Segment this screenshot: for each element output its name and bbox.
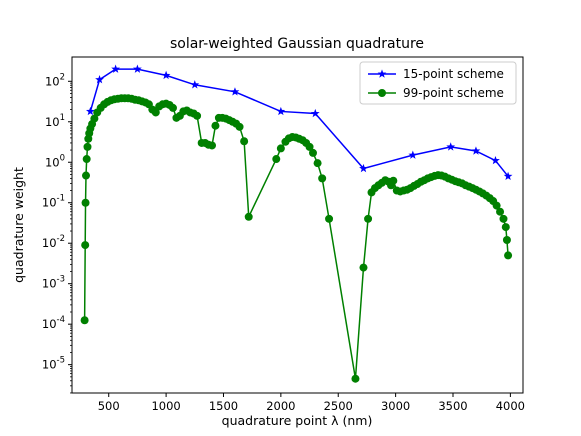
data-point-star — [446, 142, 456, 151]
data-point-circle — [168, 103, 177, 112]
y-tick-label: 100 — [45, 153, 65, 169]
data-point-circle — [389, 176, 398, 185]
y-tick-label: 10-5 — [42, 356, 65, 372]
x-tick-label: 2000 — [266, 399, 295, 413]
data-point-circle — [499, 214, 508, 223]
data-point-circle — [359, 263, 368, 272]
series-layer — [80, 64, 513, 383]
data-point-star — [111, 64, 120, 73]
y-tick-label: 10-3 — [42, 275, 65, 291]
data-point-circle — [496, 207, 505, 216]
y-tick-label: 101 — [45, 113, 65, 129]
data-point-circle — [208, 141, 217, 150]
y-axis-label: quadrature weight — [11, 167, 26, 283]
data-point-star — [310, 108, 320, 118]
y-tick-label: 10-4 — [42, 315, 65, 331]
data-point-circle — [82, 171, 91, 180]
y-tick-label: 102 — [45, 72, 65, 88]
x-tick-label: 4000 — [496, 399, 525, 413]
data-point-star — [85, 106, 95, 116]
data-point-star — [230, 87, 240, 96]
data-point-star — [95, 75, 104, 84]
x-tick-label: 3000 — [381, 399, 410, 413]
data-point-circle — [83, 142, 92, 151]
legend-label-99-point: 99-point scheme — [403, 86, 504, 100]
legend-marker-star — [377, 69, 387, 78]
data-point-circle — [90, 114, 99, 123]
data-point-star — [408, 150, 418, 159]
data-point-circle — [318, 174, 327, 183]
data-point-circle — [504, 251, 513, 260]
data-point-star — [503, 171, 513, 181]
data-point-star — [276, 106, 286, 116]
y-tick-label: 10-2 — [42, 234, 65, 250]
data-point-circle — [80, 316, 89, 325]
x-axis-label: quadrature point λ (nm) — [222, 413, 373, 428]
data-point-circle — [151, 108, 160, 117]
data-point-circle — [313, 159, 322, 168]
data-point-circle — [193, 111, 202, 120]
data-point-circle — [276, 144, 285, 153]
data-point-circle — [244, 212, 253, 221]
data-point-circle — [235, 122, 244, 131]
y-tick-label: 10-1 — [42, 194, 65, 210]
data-point-star — [133, 64, 142, 73]
data-point-circle — [351, 374, 360, 383]
x-tick-label: 3500 — [438, 399, 467, 413]
data-point-star — [161, 70, 171, 80]
data-point-circle — [211, 121, 220, 130]
data-point-star — [471, 146, 481, 155]
legend-box — [359, 61, 517, 105]
data-point-star — [359, 163, 368, 173]
data-point-circle — [272, 155, 281, 164]
data-point-circle — [82, 155, 91, 164]
x-axis-ticks: 500 1000 1500 2000 2500 3000 3500 4000 — [98, 393, 525, 413]
plot-area-frame — [71, 56, 524, 394]
legend-marker-circle — [378, 89, 386, 97]
data-point-circle — [81, 198, 90, 207]
data-point-circle — [501, 223, 510, 232]
data-point-circle — [492, 201, 501, 210]
data-point-star — [190, 80, 200, 89]
data-point-star — [491, 155, 500, 165]
chart-title: solar-weighted Gaussian quadrature — [170, 36, 424, 52]
data-point-circle — [325, 214, 334, 223]
y-axis-ticks: 102 101 100 10-1 10-2 10-3 10-4 10-5 — [42, 72, 72, 394]
x-tick-label: 1000 — [151, 399, 180, 413]
data-point-circle — [81, 241, 90, 250]
x-tick-label: 500 — [98, 399, 120, 413]
legend-label-15-point: 15-point scheme — [403, 67, 504, 81]
data-point-circle — [308, 148, 317, 157]
x-tick-label: 2500 — [324, 399, 353, 413]
x-tick-label: 1500 — [209, 399, 238, 413]
data-point-circle — [240, 137, 249, 146]
legend: 15-point scheme 99-point scheme — [359, 61, 517, 105]
data-point-circle — [502, 236, 511, 245]
data-point-circle — [364, 214, 373, 223]
data-point-circle — [305, 142, 314, 151]
